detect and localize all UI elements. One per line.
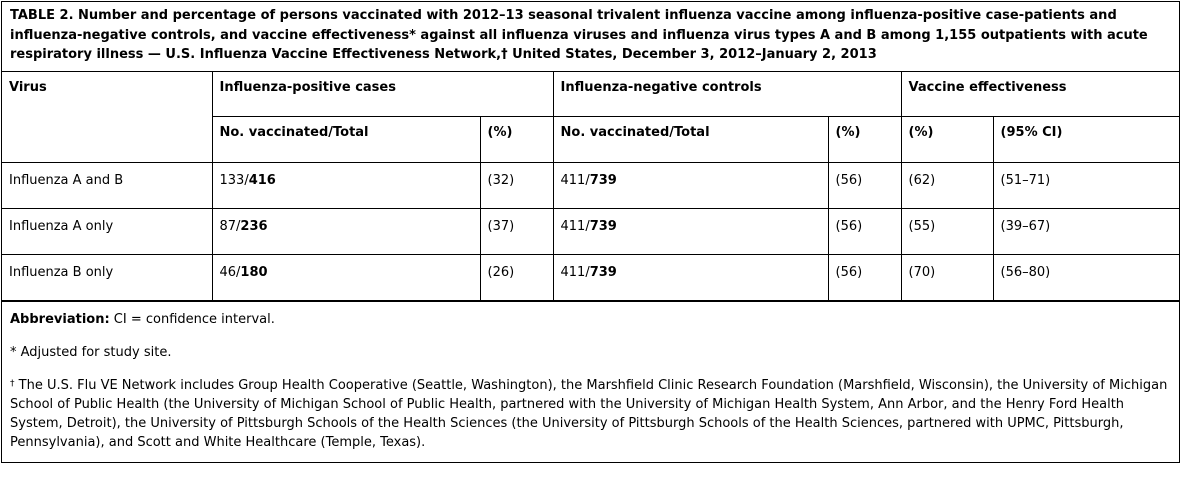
ve-ci-cell: (56–80) <box>992 253 1179 301</box>
controls-pct-cell: (56) <box>827 207 902 255</box>
cases-vaccinated-count: 133/ <box>219 172 249 188</box>
cases-total: 416 <box>248 172 276 188</box>
ve-ci-cell: (51–71) <box>992 161 1179 209</box>
cases-vaccinated-cell: 133/416 <box>211 161 481 209</box>
abbreviation-text: CI = confidence interval. <box>109 311 275 327</box>
header-ve-pct: (%) <box>900 115 994 163</box>
abbreviation-label: Abbreviation: <box>10 311 110 327</box>
dagger-mark: † <box>10 378 15 389</box>
header-cases: Influenza-positive cases <box>211 70 554 117</box>
cases-vaccinated-count: 87/ <box>219 218 241 234</box>
cases-total: 236 <box>240 218 268 234</box>
controls-vaccinated-cell: 411/739 <box>552 161 829 209</box>
cases-pct-cell: (26) <box>479 253 554 301</box>
controls-vaccinated-count: 411/ <box>560 218 590 234</box>
cases-vaccinated-cell: 46/180 <box>211 253 481 301</box>
cases-pct-cell: (32) <box>479 161 554 209</box>
cases-vaccinated-cell: 87/236 <box>211 207 481 255</box>
virus-cell: Influenza A only <box>2 207 213 255</box>
footnotes: Abbreviation: CI = confidence interval. … <box>2 300 1179 462</box>
ve-pct-cell: (55) <box>900 207 994 255</box>
table-caption: TABLE 2. Number and percentage of person… <box>10 8 1148 62</box>
dagger-note: † The U.S. Flu VE Network includes Group… <box>10 376 1171 452</box>
data-table: Virus Influenza-positive cases Influenza… <box>2 70 1179 301</box>
cases-pct-cell: (37) <box>479 207 554 255</box>
controls-total: 739 <box>589 218 617 234</box>
header-ve: Vaccine effectiveness <box>900 70 1179 117</box>
controls-vaccinated-cell: 411/739 <box>552 207 829 255</box>
cases-vaccinated-count: 46/ <box>219 264 241 280</box>
ve-pct-cell: (62) <box>900 161 994 209</box>
virus-cell: Influenza B only <box>2 253 213 301</box>
header-ve-ci: (95% CI) <box>992 115 1179 163</box>
header-cases-vaccinated: No. vaccinated/Total <box>212 115 481 163</box>
controls-pct-cell: (56) <box>827 161 902 209</box>
table-row: Influenza A only 87/236 (37) 411/739 (56… <box>2 207 1179 255</box>
header-controls-pct: (%) <box>827 115 902 163</box>
ve-pct-cell: (70) <box>900 253 994 301</box>
cases-total: 180 <box>240 264 268 280</box>
controls-vaccinated-cell: 411/739 <box>552 253 829 301</box>
controls-vaccinated-count: 411/ <box>560 264 590 280</box>
table-container: TABLE 2. Number and percentage of person… <box>1 1 1180 463</box>
controls-pct-cell: (56) <box>827 253 902 301</box>
controls-vaccinated-count: 411/ <box>560 172 590 188</box>
header-cases-pct: (%) <box>479 115 554 163</box>
abbreviation-note: Abbreviation: CI = confidence interval. <box>10 310 1171 329</box>
header-controls: Influenza-negative controls <box>552 70 902 117</box>
table-row: Influenza B only 46/180 (26) 411/739 (56… <box>2 253 1179 301</box>
header-controls-vaccinated: No. vaccinated/Total <box>552 115 829 163</box>
controls-total: 739 <box>589 172 617 188</box>
header-virus: Virus <box>2 70 213 163</box>
controls-total: 739 <box>589 264 617 280</box>
virus-cell: Influenza A and B <box>2 161 213 209</box>
header-row-1: Virus Influenza-positive cases Influenza… <box>2 70 1179 163</box>
table-row: Influenza A and B 133/416 (32) 411/739 (… <box>2 161 1179 209</box>
asterisk-note: * Adjusted for study site. <box>10 344 172 360</box>
ve-ci-cell: (39–67) <box>992 207 1179 255</box>
dagger-text: The U.S. Flu VE Network includes Group H… <box>10 377 1168 450</box>
